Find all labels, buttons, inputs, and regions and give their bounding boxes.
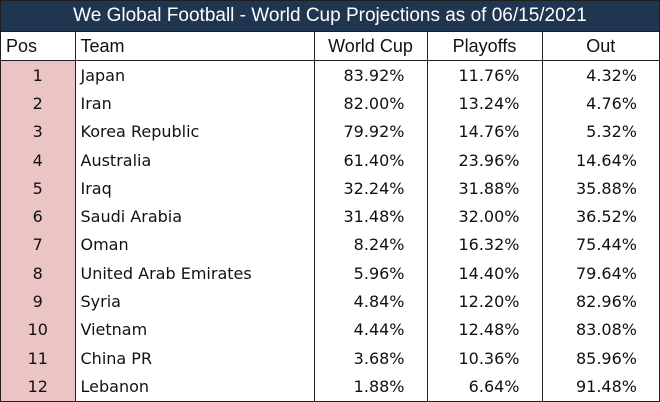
pos-cell: 1 bbox=[1, 60, 75, 90]
playoffs-cell: 6.64% bbox=[426, 372, 542, 401]
table-row: 12 Lebanon 1.88% 6.64% 91.48% bbox=[1, 372, 659, 401]
playoffs-cell: 12.20% bbox=[426, 287, 542, 316]
world-cup-cell: 5.96% bbox=[313, 259, 427, 288]
table-body: 1 Japan 83.92% 11.76% 4.32% 2 Iran 82.00% 13.24%… bbox=[1, 60, 659, 401]
world-cup-cell: 32.24% bbox=[313, 174, 427, 203]
playoffs-cell: 23.96% bbox=[426, 145, 542, 175]
pos-cell: 3 bbox=[1, 117, 75, 146]
world-cup-cell: 79.92% bbox=[313, 117, 427, 146]
world-cup-cell: 3.68% bbox=[313, 343, 427, 373]
world-cup-cell: 83.92% bbox=[313, 60, 427, 90]
out-cell: 79.64% bbox=[541, 259, 659, 288]
column-header-pos: Pos bbox=[1, 32, 75, 61]
table-row: 3 Korea Republic 79.92% 14.76% 5.32% bbox=[1, 117, 659, 146]
table-row: 11 China PR 3.68% 10.36% 85.96% bbox=[1, 343, 659, 373]
out-cell: 4.32% bbox=[541, 60, 659, 90]
team-cell: Oman bbox=[74, 230, 314, 260]
out-cell: 82.96% bbox=[541, 287, 659, 316]
world-cup-cell: 61.40% bbox=[313, 145, 427, 175]
table-row: 1 Japan 83.92% 11.76% 4.32% bbox=[1, 60, 659, 90]
column-header-out: Out bbox=[541, 32, 659, 61]
playoffs-cell: 12.48% bbox=[426, 315, 542, 344]
out-cell: 36.52% bbox=[541, 202, 659, 231]
table-row: 7 Oman 8.24% 16.32% 75.44% bbox=[1, 230, 659, 260]
column-header-world-cup: World Cup bbox=[313, 32, 427, 61]
table-row: 2 Iran 82.00% 13.24% 4.76% bbox=[1, 89, 659, 118]
team-cell: Saudi Arabia bbox=[74, 202, 314, 231]
team-cell: Vietnam bbox=[74, 315, 314, 344]
pos-cell: 9 bbox=[1, 287, 75, 316]
world-cup-cell: 1.88% bbox=[313, 372, 427, 401]
out-cell: 75.44% bbox=[541, 230, 659, 260]
team-cell: China PR bbox=[74, 343, 314, 373]
playoffs-cell: 14.40% bbox=[426, 259, 542, 288]
world-cup-cell: 82.00% bbox=[313, 89, 427, 118]
out-cell: 83.08% bbox=[541, 315, 659, 344]
world-cup-cell: 31.48% bbox=[313, 202, 427, 231]
pos-cell: 10 bbox=[1, 315, 75, 344]
world-cup-cell: 4.44% bbox=[313, 315, 427, 344]
pos-cell: 7 bbox=[1, 230, 75, 260]
pos-cell: 5 bbox=[1, 174, 75, 203]
out-cell: 91.48% bbox=[541, 372, 659, 401]
out-cell: 4.76% bbox=[541, 89, 659, 118]
team-cell: Australia bbox=[74, 145, 314, 175]
out-cell: 85.96% bbox=[541, 343, 659, 373]
column-header-team: Team bbox=[74, 32, 314, 61]
playoffs-cell: 31.88% bbox=[426, 174, 542, 203]
table-row: 8 United Arab Emirates 5.96% 14.40% 79.64% bbox=[1, 259, 659, 288]
team-cell: Iran bbox=[74, 89, 314, 118]
team-cell: Iraq bbox=[74, 174, 314, 203]
table-row: 5 Iraq 32.24% 31.88% 35.88% bbox=[1, 174, 659, 203]
out-cell: 35.88% bbox=[541, 174, 659, 203]
pos-cell: 12 bbox=[1, 372, 75, 401]
pos-cell: 2 bbox=[1, 89, 75, 118]
table-title: We Global Football - World Cup Projectio… bbox=[1, 1, 659, 32]
table-row: 10 Vietnam 4.44% 12.48% 83.08% bbox=[1, 315, 659, 344]
table-row: 9 Syria 4.84% 12.20% 82.96% bbox=[1, 287, 659, 316]
pos-cell: 4 bbox=[1, 145, 75, 175]
pos-cell: 8 bbox=[1, 259, 75, 288]
team-cell: Syria bbox=[74, 287, 314, 316]
world-cup-cell: 4.84% bbox=[313, 287, 427, 316]
team-cell: Lebanon bbox=[74, 372, 314, 401]
playoffs-cell: 11.76% bbox=[426, 60, 542, 90]
playoffs-cell: 32.00% bbox=[426, 202, 542, 231]
out-cell: 5.32% bbox=[541, 117, 659, 146]
pos-cell: 6 bbox=[1, 202, 75, 231]
column-header-playoffs: Playoffs bbox=[426, 32, 542, 61]
team-cell: United Arab Emirates bbox=[74, 259, 314, 288]
header-row: Pos Team World Cup Playoffs Out bbox=[1, 32, 659, 61]
playoffs-cell: 10.36% bbox=[426, 343, 542, 373]
world-cup-cell: 8.24% bbox=[313, 230, 427, 260]
playoffs-cell: 13.24% bbox=[426, 89, 542, 118]
playoffs-cell: 16.32% bbox=[426, 230, 542, 260]
playoffs-cell: 14.76% bbox=[426, 117, 542, 146]
pos-cell: 11 bbox=[1, 343, 75, 373]
out-cell: 14.64% bbox=[541, 145, 659, 175]
table-row: 4 Australia 61.40% 23.96% 14.64% bbox=[1, 145, 659, 175]
team-cell: Korea Republic bbox=[74, 117, 314, 146]
table-row: 6 Saudi Arabia 31.48% 32.00% 36.52% bbox=[1, 202, 659, 231]
projections-table: Pos Team World Cup Playoffs Out 1 Japan 83… bbox=[1, 32, 659, 401]
team-cell: Japan bbox=[74, 60, 314, 90]
